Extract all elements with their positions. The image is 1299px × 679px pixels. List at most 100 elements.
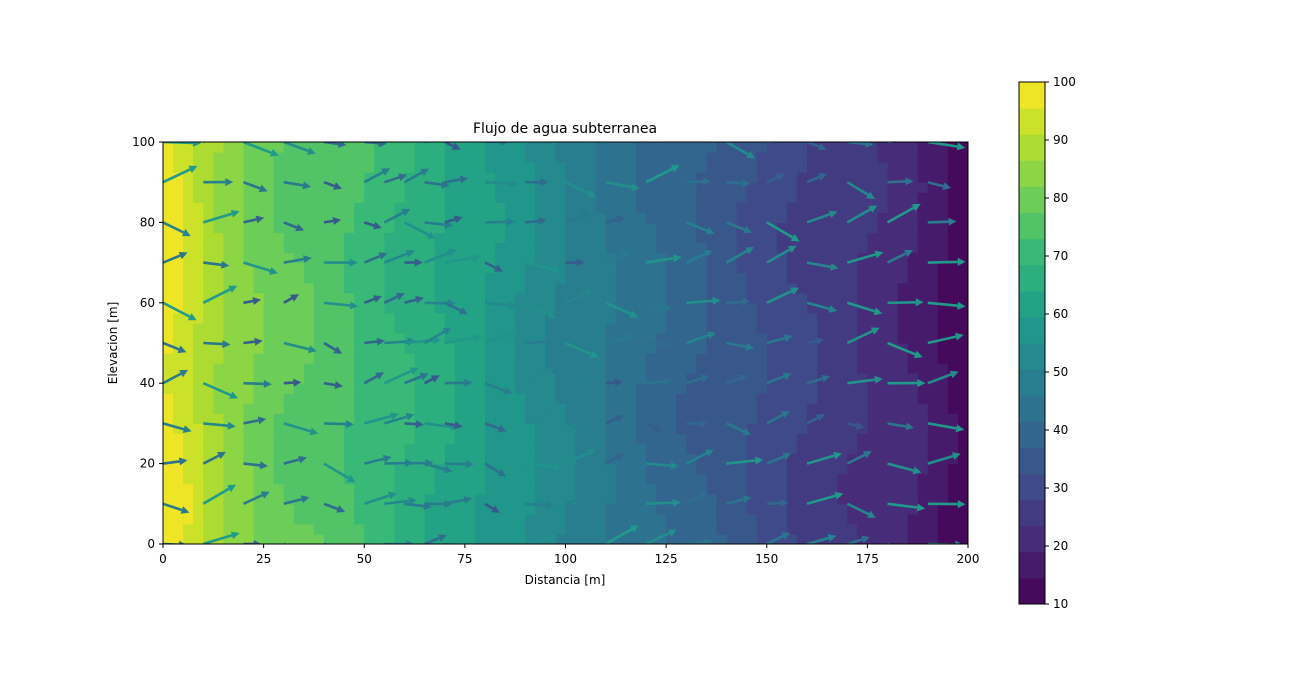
- contour-cell: [535, 363, 546, 374]
- contour-cell: [354, 242, 365, 254]
- contour-cell: [656, 453, 667, 465]
- contour-cell: [424, 523, 436, 535]
- contour-cell: [474, 302, 486, 314]
- contour-cell: [293, 393, 305, 404]
- contour-cell: [495, 282, 506, 294]
- contour-cell: [807, 383, 818, 394]
- contour-cell: [293, 212, 305, 223]
- contour-cell: [384, 292, 396, 304]
- contour-cell: [907, 473, 919, 485]
- quiver-arrow: [967, 381, 968, 384]
- contour-cell: [625, 403, 637, 414]
- contour-cell: [454, 162, 466, 173]
- contour-cell: [746, 523, 758, 535]
- quiver-arrow: [383, 293, 405, 304]
- contour-cell: [726, 353, 738, 364]
- contour-cell: [243, 453, 255, 465]
- contour-cell: [887, 192, 899, 203]
- contour-cell: [696, 202, 707, 213]
- quiver-arrow: [203, 142, 207, 144]
- contour-cell: [776, 222, 788, 234]
- contour-cell: [947, 162, 959, 173]
- contour-cell: [837, 262, 848, 274]
- contour-cell: [173, 533, 184, 544]
- contour-cell: [193, 152, 204, 163]
- contour-cell: [313, 172, 325, 183]
- contour-cell: [243, 292, 255, 304]
- contour-cell: [424, 353, 436, 364]
- contour-cell: [454, 312, 466, 324]
- contour-cell: [535, 332, 546, 344]
- contour-cell: [686, 222, 697, 234]
- contour-cell: [706, 162, 718, 173]
- contour-cell: [666, 523, 677, 535]
- contour-cell: [384, 322, 396, 334]
- contour-cell: [283, 222, 295, 234]
- contour-cell: [183, 282, 194, 294]
- contour-cell: [424, 292, 436, 304]
- contour-cell: [807, 343, 818, 354]
- contour-cell: [646, 413, 657, 424]
- contour-cell: [203, 533, 214, 544]
- contour-cell: [585, 523, 597, 535]
- quiver-arrow: [484, 329, 519, 345]
- contour-cell: [293, 252, 305, 264]
- contour-cell: [293, 373, 305, 384]
- contour-cell: [374, 142, 385, 153]
- contour-cell: [605, 473, 617, 485]
- contour-cell: [706, 473, 718, 485]
- contour-cell: [917, 463, 929, 475]
- contour-cell: [746, 192, 758, 203]
- contour-cell: [827, 172, 838, 183]
- contour-cell: [957, 343, 968, 354]
- contour-cell: [173, 513, 184, 525]
- contour-cell: [263, 523, 275, 535]
- quiver-arrow: [384, 540, 415, 544]
- contour-cell: [877, 393, 889, 404]
- contour-cell: [897, 373, 909, 384]
- contour-cell: [344, 192, 355, 203]
- contour-cell: [384, 453, 396, 465]
- contour-cell: [545, 413, 557, 424]
- contour-cell: [867, 503, 879, 515]
- contour-cell: [273, 533, 285, 544]
- contour-cell: [303, 423, 315, 435]
- contour-cell: [897, 202, 909, 213]
- contour-cell: [676, 343, 687, 354]
- contour-cell: [615, 232, 627, 244]
- contour-cell: [203, 212, 214, 223]
- contour-cell: [525, 383, 536, 394]
- contour-cell: [515, 282, 526, 294]
- contour-cell: [746, 302, 758, 314]
- quiver-arrow: [766, 411, 790, 425]
- contour-cell: [243, 172, 255, 183]
- contour-cell: [485, 493, 496, 505]
- contour-cell: [927, 523, 939, 535]
- contour-cell: [354, 353, 365, 364]
- contour-cell: [696, 393, 707, 404]
- contour-cell: [505, 353, 516, 364]
- contour-cell: [847, 453, 858, 465]
- contour-cell: [716, 182, 728, 193]
- contour-cell: [394, 533, 406, 544]
- contour-cell: [947, 252, 959, 264]
- contour-cell: [796, 252, 808, 264]
- contour-cell: [615, 393, 627, 404]
- contour-cell: [555, 142, 567, 153]
- contour-cell: [625, 262, 637, 274]
- contour-cell: [857, 322, 868, 334]
- contour-cell: [293, 433, 305, 445]
- contour-cell: [535, 513, 546, 525]
- contour-cell: [183, 192, 194, 203]
- contour-cell: [303, 443, 315, 455]
- contour-cell: [605, 162, 617, 173]
- contour-cell: [565, 172, 577, 183]
- contour-cell: [354, 212, 365, 223]
- quiver-arrow: [927, 370, 959, 385]
- contour-cell: [253, 322, 265, 334]
- contour-cell: [686, 513, 697, 525]
- contour-cell: [454, 322, 466, 334]
- contour-cell: [696, 312, 707, 324]
- contour-cell: [243, 252, 255, 264]
- contour-cell: [454, 222, 466, 234]
